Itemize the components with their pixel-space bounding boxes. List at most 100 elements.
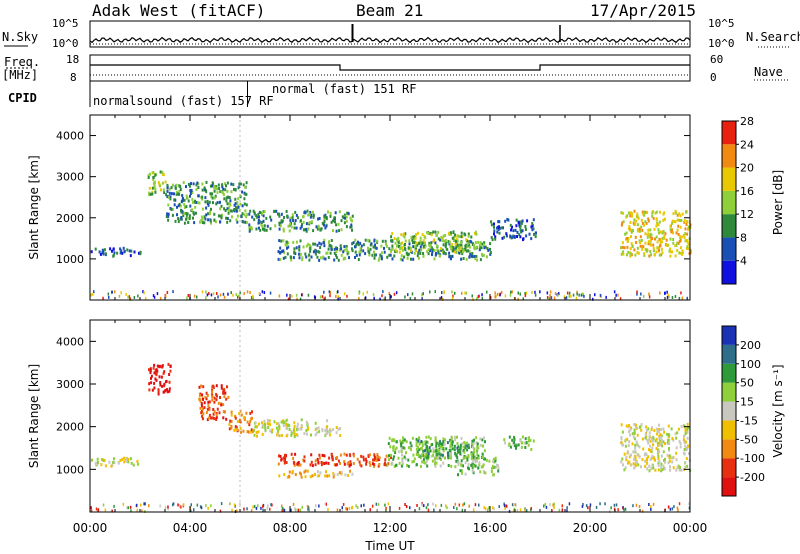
velocity-cell xyxy=(372,458,375,462)
velocity-cell xyxy=(401,453,403,457)
velocity-cell xyxy=(212,412,215,416)
velocity-near-range xyxy=(421,503,423,507)
velocity-cell xyxy=(684,465,687,469)
velocity-near-range xyxy=(513,507,516,511)
velocity-cell xyxy=(293,433,296,437)
power-cell xyxy=(153,185,156,189)
power-cell xyxy=(663,217,666,221)
velocity-cell xyxy=(627,444,630,448)
power-cell xyxy=(448,242,451,246)
power-cell xyxy=(686,220,688,223)
velocity-cell xyxy=(222,391,225,395)
velocity-cell xyxy=(672,438,675,442)
power-cell xyxy=(173,203,176,207)
velocity-cell xyxy=(351,472,354,476)
power-cell xyxy=(373,250,375,254)
power-cell xyxy=(206,202,209,205)
velocity-cell xyxy=(675,458,678,462)
velocity-near-range xyxy=(301,505,303,509)
velocity-cell xyxy=(343,460,346,463)
velocity-cell xyxy=(496,463,498,467)
power-cell xyxy=(235,206,238,210)
power-cell xyxy=(643,210,646,214)
velocity-cell xyxy=(429,437,432,441)
power-cell xyxy=(284,243,287,247)
power-cell xyxy=(299,253,302,257)
velocity-near-range xyxy=(341,506,343,510)
power-cell xyxy=(490,236,493,239)
velocity-cell xyxy=(503,438,506,442)
power-cell xyxy=(309,249,312,253)
power-cell xyxy=(292,240,295,244)
velocity-near-range xyxy=(652,502,655,506)
power-cell xyxy=(467,232,470,236)
velocity-near-range xyxy=(624,507,627,511)
velocity-cell xyxy=(632,450,635,454)
power-cell xyxy=(279,258,282,261)
velocity-cell xyxy=(464,461,467,465)
velocity-cell xyxy=(215,398,218,402)
power-cell xyxy=(148,191,151,195)
power-cell xyxy=(456,237,458,241)
power-cell xyxy=(433,249,436,252)
velocity-cell xyxy=(310,460,313,464)
power-cell xyxy=(236,204,239,208)
velocity-near-range xyxy=(504,506,506,510)
power-colorbar-swatch xyxy=(722,167,736,191)
power-cell xyxy=(512,229,515,233)
power-cell xyxy=(383,250,386,254)
power-cell xyxy=(417,251,420,255)
velocity-cell xyxy=(475,441,478,445)
velocity-cell xyxy=(652,437,655,441)
power-cell xyxy=(621,221,624,225)
power-near-range xyxy=(494,291,496,295)
power-cell xyxy=(302,215,304,219)
velocity-cell xyxy=(650,467,653,471)
velocity-cell xyxy=(136,459,139,463)
power-cell xyxy=(451,236,454,240)
velocity-cell xyxy=(478,462,481,466)
power-cell xyxy=(479,246,482,250)
power-cell xyxy=(182,181,185,185)
power-cell xyxy=(177,192,179,196)
velocity-cell xyxy=(630,426,633,430)
power-near-range xyxy=(443,290,445,294)
velocity-cell xyxy=(167,362,170,366)
power-cell xyxy=(210,195,213,198)
power-near-range xyxy=(465,291,468,295)
velocity-cell xyxy=(634,443,637,447)
velocity-cell xyxy=(220,386,223,390)
power-cell xyxy=(478,243,481,247)
power-cell xyxy=(641,222,644,225)
velocity-near-range xyxy=(418,507,421,511)
power-cell xyxy=(278,239,281,243)
power-cell xyxy=(185,212,188,215)
velocity-cell xyxy=(658,441,661,445)
velocity-region xyxy=(228,409,255,434)
power-cell xyxy=(310,220,313,224)
power-cell xyxy=(327,210,329,214)
power-cell xyxy=(205,206,208,210)
power-cell xyxy=(674,211,677,215)
velocity-cell xyxy=(684,461,687,465)
power-near-range xyxy=(666,295,669,299)
power-cell xyxy=(207,203,210,207)
power-cell xyxy=(426,250,429,254)
power-cell xyxy=(324,226,327,230)
power-near-range xyxy=(441,291,443,295)
freq-label-1: Freq. xyxy=(4,55,41,69)
velocity-cell xyxy=(449,454,452,458)
power-cell xyxy=(518,233,521,237)
velocity-cell xyxy=(658,437,661,440)
velocity-cell xyxy=(488,459,491,463)
velocity-cell xyxy=(444,456,446,460)
velocity-cell xyxy=(631,442,634,446)
power-near-range xyxy=(212,292,215,296)
power-cell xyxy=(222,193,225,196)
power-cell xyxy=(678,251,681,255)
velocity-cell xyxy=(271,428,274,432)
velocity-near-range xyxy=(270,503,272,507)
velocity-near-range xyxy=(292,502,295,506)
power-cell xyxy=(208,200,211,204)
velocity-cell xyxy=(655,447,658,450)
